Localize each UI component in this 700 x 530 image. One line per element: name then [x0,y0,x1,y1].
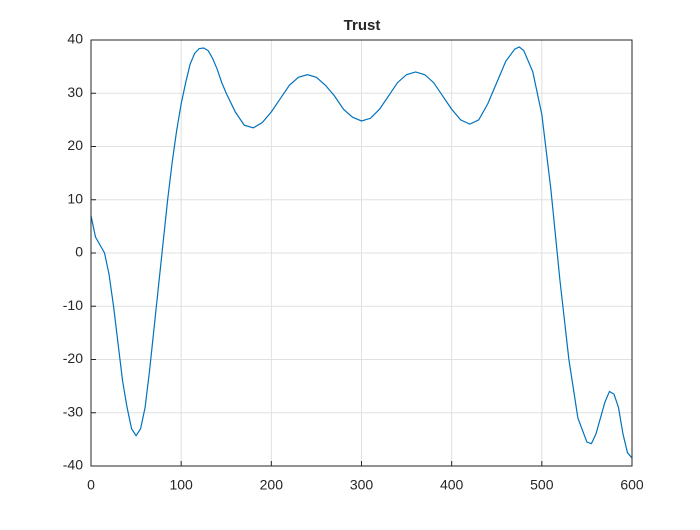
y-tick-label: 30 [67,84,83,100]
y-tick-label: 0 [75,244,83,260]
x-tick-label: 300 [350,477,374,493]
y-tick-label: -20 [63,350,83,366]
x-tick-label: 500 [530,477,554,493]
data-line [90,46,633,459]
x-tick-label: 600 [620,477,644,493]
x-tick-label: 100 [169,477,193,493]
x-tick-label: 0 [87,477,95,493]
y-tick-label: 20 [67,137,83,153]
plot [90,46,633,459]
y-tick-label: -30 [63,403,83,419]
y-tick-label: 10 [67,190,83,206]
y-tick-label: -40 [63,457,83,473]
x-tick-label: 200 [260,477,284,493]
chart-title: Trust [344,17,381,34]
x-tick-label: 400 [440,477,464,493]
y-tick-label: -10 [63,297,83,313]
y-tick-label: 40 [67,31,83,47]
